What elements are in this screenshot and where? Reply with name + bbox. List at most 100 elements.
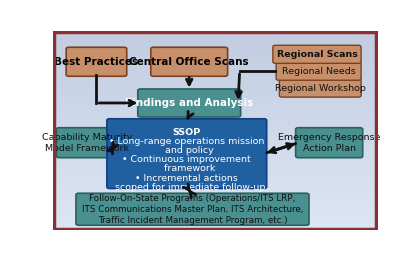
Bar (52, 132, 378, 134)
Bar (52, 156, 378, 158)
Bar (52, 80, 378, 83)
Bar (52, 228, 378, 230)
Bar (52, 158, 378, 160)
Bar (52, 96, 378, 99)
FancyBboxPatch shape (76, 193, 309, 225)
Bar (52, 182, 378, 184)
Bar (52, 224, 378, 226)
Bar (52, 122, 378, 124)
Bar (52, 214, 378, 216)
Text: Regional Workshop: Regional Workshop (275, 84, 366, 93)
FancyBboxPatch shape (107, 119, 267, 189)
Bar (52, 57, 378, 59)
Bar (52, 118, 378, 120)
Bar (52, 146, 378, 148)
Text: Best Practices: Best Practices (54, 57, 139, 67)
Bar (52, 190, 378, 192)
Bar (52, 33, 378, 35)
Bar (52, 174, 378, 176)
Text: Follow-On-State Programs (Operations/ITS LRP,
ITS Communications Master Plan, IT: Follow-On-State Programs (Operations/ITS… (82, 194, 303, 225)
Bar (52, 202, 378, 204)
Bar (52, 94, 378, 96)
Bar (52, 39, 378, 41)
Bar (52, 186, 378, 188)
Bar (52, 170, 378, 172)
Bar (52, 67, 378, 69)
Bar (52, 210, 378, 212)
Bar (52, 108, 378, 110)
Bar (52, 168, 378, 170)
Text: Findings and Analysis: Findings and Analysis (125, 98, 253, 108)
Bar (52, 88, 378, 91)
Bar (52, 140, 378, 142)
Bar (52, 116, 378, 118)
Text: scoped for immediate follow-up: scoped for immediate follow-up (109, 183, 265, 192)
Bar (52, 212, 378, 214)
Bar (52, 31, 378, 33)
Text: Capability Maturity
Model Framework: Capability Maturity Model Framework (42, 133, 133, 153)
Bar (52, 61, 378, 63)
Bar (52, 136, 378, 138)
Bar (52, 49, 378, 51)
Bar (52, 154, 378, 156)
Bar (52, 216, 378, 218)
Bar (52, 43, 378, 45)
Bar (52, 59, 378, 61)
Bar (52, 114, 378, 116)
Bar (52, 138, 378, 140)
Bar (52, 194, 378, 196)
Bar (52, 55, 378, 57)
Bar (52, 204, 378, 206)
FancyBboxPatch shape (56, 128, 118, 158)
Bar (52, 162, 378, 164)
Bar (52, 198, 378, 200)
Text: • Continuous improvement: • Continuous improvement (122, 155, 251, 164)
Bar (52, 45, 378, 47)
Bar (52, 178, 378, 180)
Bar (52, 107, 378, 108)
Bar (52, 220, 378, 222)
Text: SSOP: SSOP (173, 128, 201, 137)
Bar (52, 130, 378, 132)
Bar (52, 164, 378, 166)
Text: Central Office Scans: Central Office Scans (129, 57, 249, 67)
Bar (52, 206, 378, 208)
FancyBboxPatch shape (273, 45, 361, 63)
Text: Regional Scans: Regional Scans (276, 50, 357, 59)
Bar (52, 144, 378, 146)
Bar (52, 73, 378, 75)
Bar (52, 222, 378, 224)
Text: • Long-range operations mission: • Long-range operations mission (109, 137, 265, 146)
Bar (52, 226, 378, 228)
Bar (52, 110, 378, 112)
FancyBboxPatch shape (66, 47, 127, 76)
Bar (52, 77, 378, 79)
Bar (52, 79, 378, 80)
Bar (52, 75, 378, 77)
Bar (52, 188, 378, 190)
Bar (52, 128, 378, 130)
Bar (52, 134, 378, 136)
Text: and policy: and policy (160, 146, 214, 155)
Bar (52, 99, 378, 101)
Bar (52, 148, 378, 150)
Bar (52, 41, 378, 43)
Bar (52, 152, 378, 154)
Bar (52, 63, 378, 65)
Bar (52, 85, 378, 87)
Bar (52, 69, 378, 71)
Text: framework: framework (158, 164, 215, 173)
Bar (52, 172, 378, 174)
Bar (52, 166, 378, 168)
Bar (52, 87, 378, 88)
FancyBboxPatch shape (296, 128, 363, 158)
Bar (52, 120, 378, 122)
Bar (52, 51, 378, 53)
Bar (52, 104, 378, 107)
FancyBboxPatch shape (151, 47, 228, 76)
Bar (52, 47, 378, 49)
Bar (52, 91, 378, 93)
Bar (52, 100, 378, 102)
Bar (52, 83, 378, 85)
Text: • Incremental actions: • Incremental actions (135, 174, 238, 183)
